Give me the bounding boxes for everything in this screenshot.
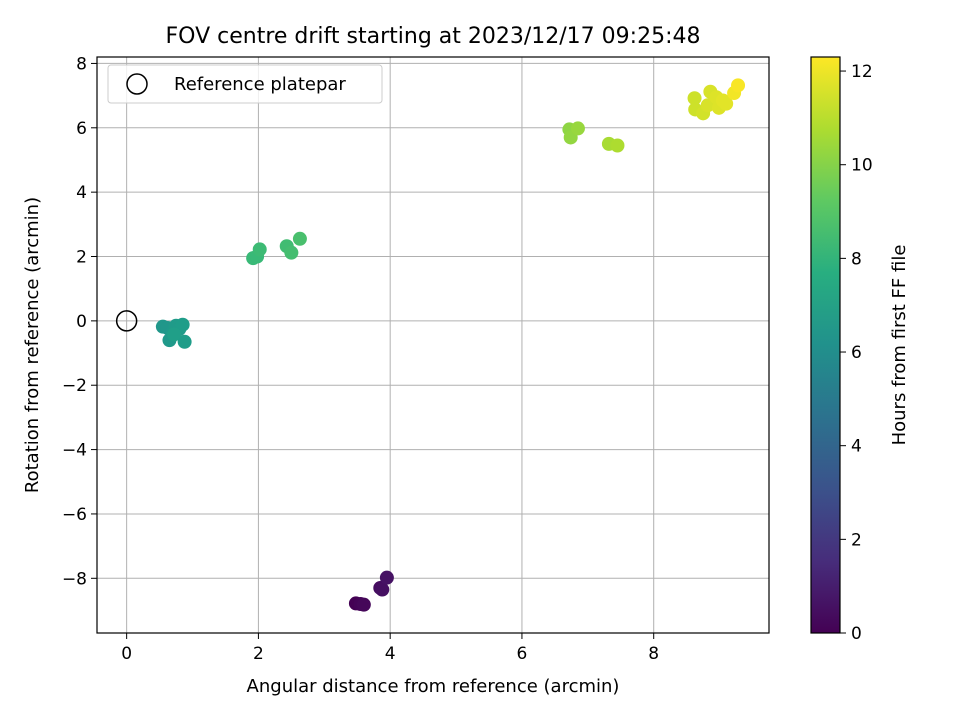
y-tick-label: 6 [76, 119, 87, 139]
colorbar-tick-label: 6 [851, 343, 862, 363]
x-tick-label: 0 [121, 644, 132, 664]
x-tick-label: 6 [517, 644, 528, 664]
x-tick-label: 8 [648, 644, 659, 664]
colorbar [810, 56, 841, 634]
x-tick-label: 2 [253, 644, 264, 664]
data-point [570, 121, 585, 136]
chart-title: FOV centre drift starting at 2023/12/17 … [166, 24, 701, 49]
colorbar-tick-label: 8 [851, 249, 862, 269]
data-point [687, 91, 702, 106]
data-point [379, 570, 394, 585]
colorbar-tick-label: 0 [851, 624, 862, 644]
y-axis-ticks: −8 −6 −4 −2 0 2 4 6 8 [62, 54, 97, 589]
data-point [252, 242, 267, 257]
colorbar-tick-label: 12 [851, 62, 873, 82]
data-point [356, 597, 371, 612]
data-point [175, 317, 190, 332]
y-axis-label: Rotation from reference (arcmin) [22, 197, 43, 493]
colorbar-tick-label: 10 [851, 156, 873, 176]
y-tick-label: 2 [76, 248, 87, 268]
legend-label: Reference platepar [174, 74, 346, 95]
y-tick-label: −6 [62, 505, 87, 525]
plot-frame [96, 56, 770, 634]
x-axis-ticks: 0 2 4 6 8 [121, 633, 659, 664]
colorbar-ticks: 0 2 4 6 8 10 12 [840, 62, 873, 644]
colorbar-tick-label: 4 [851, 437, 862, 457]
y-tick-label: 8 [76, 54, 87, 74]
data-point [167, 327, 182, 342]
legend: Reference platepar [107, 64, 383, 104]
data-point [284, 245, 299, 260]
colorbar-label: Hours from first FF file [889, 245, 910, 446]
y-tick-label: −8 [62, 569, 87, 589]
y-tick-label: 4 [76, 183, 87, 203]
x-tick-label: 4 [385, 644, 396, 664]
data-point [610, 138, 625, 153]
reference-marker [115, 310, 138, 332]
legend-reference-marker [126, 73, 148, 95]
grid-lines [97, 57, 769, 633]
data-points [155, 78, 746, 612]
legend-box [107, 64, 383, 104]
x-axis-label: Angular distance from reference (arcmin) [247, 676, 620, 697]
y-tick-label: −2 [62, 376, 87, 396]
colorbar-tick-label: 2 [851, 530, 862, 550]
data-point [177, 334, 192, 349]
y-tick-label: −4 [62, 441, 87, 461]
data-point [292, 231, 307, 246]
data-point [375, 582, 390, 597]
data-point [719, 96, 734, 111]
reference-marker-group [115, 310, 138, 332]
data-point [731, 78, 746, 93]
y-tick-label: 0 [76, 312, 87, 332]
